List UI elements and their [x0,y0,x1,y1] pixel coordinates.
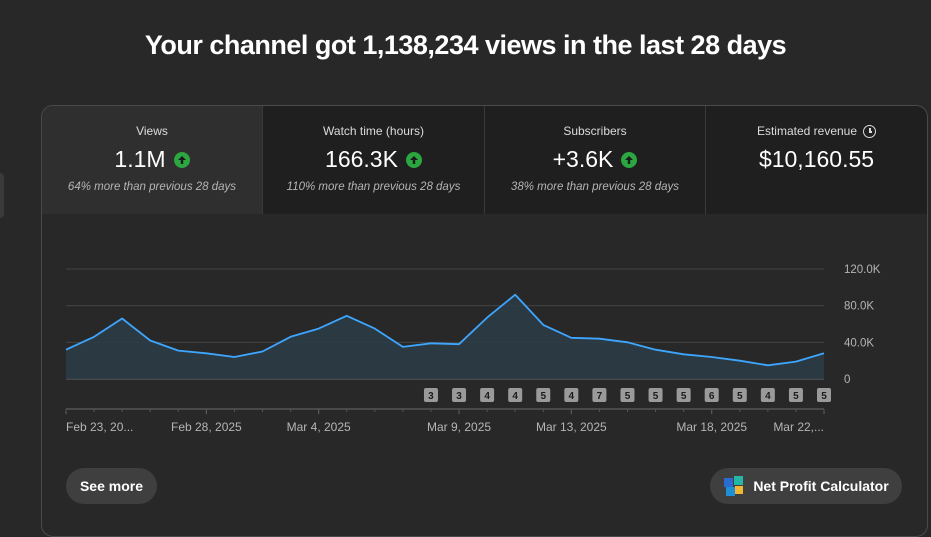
video-marker [817,388,831,402]
video-marker-count: 4 [765,391,771,402]
metric-value: 1.1M [114,146,166,172]
video-marker [676,388,691,402]
video-marker-count: 5 [793,391,799,402]
video-marker [732,388,747,402]
tab-subscribers[interactable]: Subscribers +3.6K 38% more than previous… [485,106,706,214]
video-marker [423,388,438,402]
views-line [65,293,825,367]
video-marker-count: 5 [653,391,659,402]
y-tick-label: 0 [844,374,850,386]
clock-icon [863,124,877,138]
metric-note: 64% more than previous 28 days [67,181,237,193]
tab-watch-time[interactable]: Watch time (hours) 166.3K 110% more than… [263,106,485,214]
views-chart: 0 40.0K 80.0K 120.0K 3 3 4 4 5 4 7 5 5 5 6 5 4 5 5 Feb 23, … [65,264,881,434]
metric-label: Subscribers [563,124,627,138]
x-tick-label: Feb 28, 2025 [171,420,242,434]
calculator-logo-icon [723,475,745,497]
video-marker-count: 3 [456,391,462,402]
video-marker [536,388,551,402]
video-marker [592,388,607,402]
see-more-button[interactable]: See more [66,468,157,504]
metric-label: Views [136,124,168,138]
x-tick-label: Mar 4, 2025 [287,420,351,434]
video-marker-count: 4 [569,391,575,402]
metric-label: Estimated revenue [756,124,858,138]
metric-label: Watch time (hours) [323,124,424,138]
video-marker-count: 6 [709,391,715,402]
video-marker [788,388,803,402]
video-marker-count: 5 [681,391,687,402]
y-tick-label: 120.0K [844,264,881,276]
arrow-up-icon [173,151,190,168]
video-marker [620,388,635,402]
video-marker [452,388,467,402]
metric-tabs: Views 1.1M 64% more than previous 28 day… [42,106,927,214]
video-marker-count: 3 [428,391,434,402]
x-tick-label: Mar 18, 2025 [676,420,747,434]
video-marker [564,388,579,402]
video-marker-count: 7 [597,391,603,402]
net-profit-calculator-label: Net Profit Calculator [753,478,889,494]
metric-value: 166.3K [325,146,398,172]
metric-value: +3.6K [552,146,614,172]
video-marker-count: 5 [737,391,743,402]
x-tick-label: Mar 9, 2025 [427,420,491,434]
arrow-up-icon [405,151,422,168]
analytics-card: Views 1.1M 64% more than previous 28 day… [41,105,928,537]
x-tick-label: Feb 23, 20... [66,420,133,434]
video-marker [508,388,523,402]
views-area [66,294,824,379]
x-tick-label: Mar 22,... [773,420,824,434]
video-marker-count: 5 [821,391,827,402]
arrow-up-icon [621,151,638,168]
metric-note: 38% more than previous 28 days [510,181,680,193]
tab-views[interactable]: Views 1.1M 64% more than previous 28 day… [42,106,263,214]
video-marker-count: 5 [625,391,631,402]
video-marker [704,388,719,402]
net-profit-calculator-button[interactable]: Net Profit Calculator [710,468,902,504]
metric-note: 110% more than previous 28 days [286,181,461,193]
video-marker [648,388,663,402]
video-marker-count: 5 [540,391,546,402]
tab-estimated-revenue[interactable]: Estimated revenue $10,160.55 [706,106,927,214]
side-panel-handle[interactable] [0,173,4,218]
video-marker-count: 4 [484,391,490,402]
page-title: Your channel got 1,138,234 views in the … [144,30,787,60]
video-marker [480,388,495,402]
video-marker [760,388,775,402]
metric-value: $10,160.55 [758,146,875,172]
video-marker-count: 4 [512,391,518,402]
y-tick-label: 40.0K [844,337,874,349]
y-tick-label: 80.0K [844,301,874,313]
x-tick-label: Mar 13, 2025 [536,420,607,434]
